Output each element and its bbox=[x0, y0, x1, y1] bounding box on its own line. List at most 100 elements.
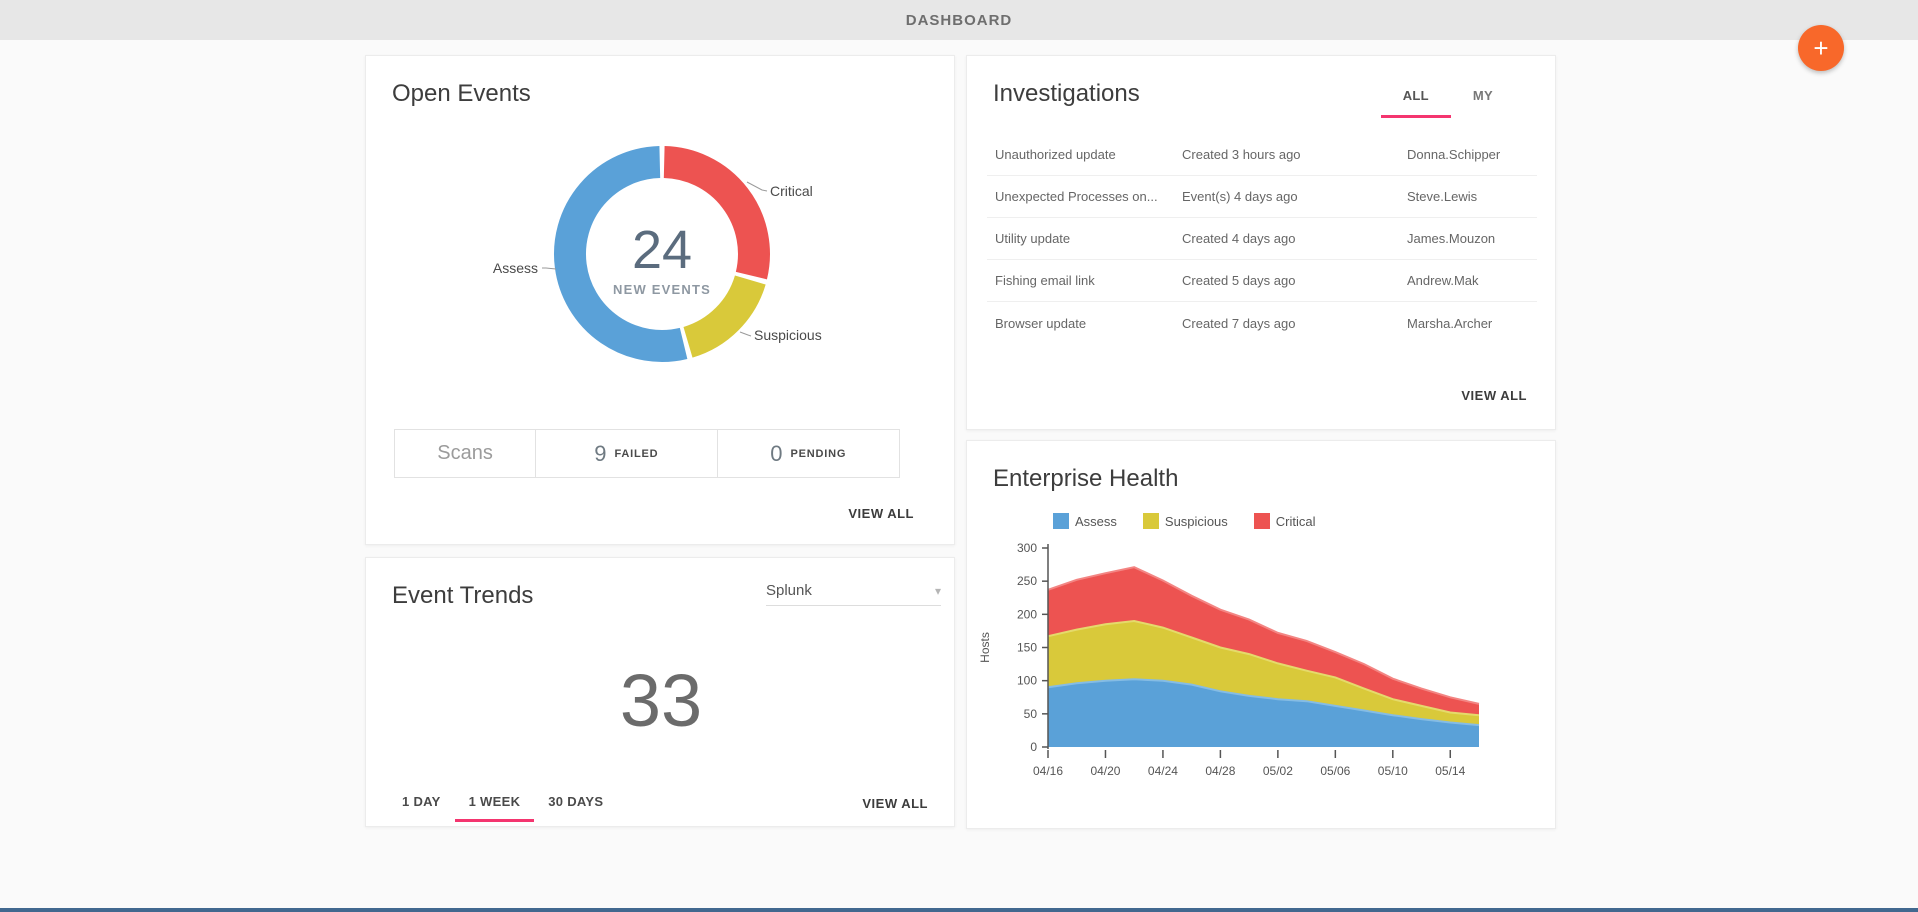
investigation-name: Unexpected Processes on... bbox=[995, 189, 1158, 204]
chevron-down-icon: ▾ bbox=[934, 583, 941, 598]
top-header-bar: DASHBOARD bbox=[0, 0, 1918, 40]
area-series-edge bbox=[1047, 566, 1480, 705]
x-axis-tick-label: 05/14 bbox=[1435, 764, 1465, 778]
open-events-donut-chart: Critical Suspicious Assess 24 NEW EVENTS bbox=[493, 146, 822, 362]
investigation-owner: Steve.Lewis bbox=[1407, 189, 1478, 204]
legend-item-assess[interactable]: Assess bbox=[1053, 513, 1117, 529]
table-row[interactable]: Utility update Created 4 days ago James.Mo… bbox=[987, 218, 1537, 260]
scans-failed-label: FAILED bbox=[614, 447, 659, 460]
investigation-owner: Marsha.Archer bbox=[1407, 315, 1493, 331]
table-row[interactable]: Unexpected Processes on... Event(s) 4 day… bbox=[987, 176, 1537, 218]
investigation-name: Browser update bbox=[995, 315, 1087, 331]
area-series-edge bbox=[1047, 619, 1480, 717]
event-trends-count: 33 bbox=[619, 659, 703, 742]
open-events-view-all-link[interactable]: VIEW ALL bbox=[848, 506, 914, 521]
scans-label-cell[interactable]: Scans bbox=[395, 430, 537, 477]
tab-1-week[interactable]: 1 WEEK bbox=[454, 788, 535, 822]
y-axis-title: Hosts bbox=[978, 632, 992, 663]
health-chart-legend: Assess Suspicious Critical bbox=[1053, 513, 1342, 529]
x-axis-tick-label: 04/28 bbox=[1205, 764, 1235, 778]
x-axis-tick-label: 04/20 bbox=[1090, 764, 1120, 778]
investigation-owner: Andrew.Mak bbox=[1407, 273, 1479, 288]
open-events-title: Open Events bbox=[392, 80, 531, 107]
source-select-value: Splunk bbox=[766, 582, 812, 599]
investigation-time: Created 5 days ago bbox=[1182, 273, 1296, 288]
x-axis-tick-label: 05/06 bbox=[1320, 764, 1350, 778]
event-trends-view-all-link[interactable]: VIEW ALL bbox=[862, 796, 928, 811]
enterprise-health-title: Enterprise Health bbox=[993, 465, 1179, 492]
add-button[interactable]: + bbox=[1798, 25, 1844, 71]
scans-label: Scans bbox=[437, 442, 493, 464]
y-axis-tick-label: 200 bbox=[1017, 607, 1037, 621]
event-trends-title: Event Trends bbox=[392, 582, 534, 609]
scans-failed-cell[interactable]: 9 FAILED bbox=[536, 430, 718, 477]
event-trends-card: Event Trends Splunk ▾ 33 1 DAY 1 WEEK 30… bbox=[365, 557, 955, 827]
investigation-time: Created 4 days ago bbox=[1182, 231, 1296, 246]
x-axis-tick-label: 05/10 bbox=[1378, 764, 1408, 778]
x-axis-tick-label: 04/24 bbox=[1148, 764, 1178, 778]
donut-label-line bbox=[542, 267, 557, 270]
scans-pending-label: PENDING bbox=[790, 447, 847, 460]
donut-segment-label: Suspicious bbox=[754, 327, 822, 343]
scans-pending-cell[interactable]: 0 PENDING bbox=[718, 430, 899, 477]
legend-label: Assess bbox=[1075, 513, 1117, 529]
investigation-name: Utility update bbox=[995, 231, 1071, 246]
investigation-time: Created 7 days ago bbox=[1182, 315, 1296, 331]
scans-failed-count: 9 bbox=[594, 440, 607, 466]
investigation-time: Created 3 hours ago bbox=[1182, 147, 1301, 162]
event-trends-range-tabs: 1 DAY 1 WEEK 30 DAYS bbox=[388, 788, 617, 822]
tab-all[interactable]: ALL bbox=[1380, 82, 1451, 118]
legend-swatch-icon bbox=[1053, 513, 1069, 529]
plus-icon: + bbox=[1813, 32, 1829, 63]
investigations-tabs: ALL MY bbox=[1380, 82, 1515, 118]
legend-item-critical[interactable]: Critical bbox=[1253, 513, 1316, 529]
investigation-time: Event(s) 4 days ago bbox=[1182, 189, 1298, 204]
y-axis-tick-label: 0 bbox=[1030, 740, 1037, 754]
legend-swatch-icon bbox=[1142, 513, 1159, 529]
tab-30-days[interactable]: 30 DAYS bbox=[548, 794, 604, 809]
enterprise-health-card: Enterprise Health Assess Suspicious Critic… bbox=[966, 440, 1556, 829]
y-axis-tick-label: 250 bbox=[1017, 574, 1037, 588]
donut-segment-label: Critical bbox=[770, 183, 813, 199]
area-series-assess bbox=[1048, 679, 1479, 747]
source-select[interactable]: Splunk ▾ bbox=[766, 576, 941, 606]
investigation-name: Fishing email link bbox=[995, 273, 1095, 288]
investigations-table: Unauthorized update Created 3 hours ago Do… bbox=[987, 134, 1537, 344]
tab-my[interactable]: MY bbox=[1472, 88, 1493, 103]
legend-item-suspicious[interactable]: Suspicious bbox=[1142, 513, 1228, 529]
table-row[interactable]: Browser update Created 7 days ago Marsha.A… bbox=[987, 302, 1537, 344]
area-series-edge bbox=[1047, 678, 1480, 727]
scans-summary-row: Scans 9 FAILED 0 PENDING bbox=[394, 429, 900, 478]
donut-label-line bbox=[739, 331, 752, 337]
y-axis-tick-label: 150 bbox=[1017, 641, 1037, 655]
donut-label-line bbox=[746, 181, 768, 192]
donut-segment-suspicious[interactable] bbox=[682, 274, 766, 358]
scans-pending-count: 0 bbox=[770, 440, 783, 466]
investigations-view-all-link[interactable]: VIEW ALL bbox=[1461, 388, 1527, 403]
legend-label: Critical bbox=[1275, 513, 1316, 529]
investigation-owner: James.Mouzon bbox=[1407, 231, 1496, 246]
open-events-card: Open Events Critical Suspicious Assess 24 NE… bbox=[365, 55, 955, 545]
y-axis-tick-label: 300 bbox=[1017, 541, 1037, 555]
window-bottom-edge bbox=[0, 908, 1918, 912]
legend-swatch-icon bbox=[1253, 513, 1270, 529]
investigation-name: Unauthorized update bbox=[995, 147, 1116, 162]
table-row[interactable]: Fishing email link Created 5 days ago Andr… bbox=[987, 260, 1537, 302]
donut-segment-critical[interactable] bbox=[663, 146, 770, 280]
donut-center-value: 24 bbox=[632, 220, 692, 280]
investigations-card: Investigations ALL MY Unauthorized updat… bbox=[966, 55, 1556, 430]
tab-1-day[interactable]: 1 DAY bbox=[402, 794, 441, 809]
table-row[interactable]: Unauthorized update Created 3 hours ago Do… bbox=[987, 134, 1537, 176]
legend-label: Suspicious bbox=[1164, 513, 1228, 529]
x-axis-tick-label: 05/02 bbox=[1263, 764, 1293, 778]
investigation-owner: Donna.Schipper bbox=[1407, 147, 1501, 162]
page-title: DASHBOARD bbox=[905, 11, 1013, 29]
y-axis-tick-label: 100 bbox=[1017, 674, 1037, 688]
y-axis-tick-label: 50 bbox=[1024, 707, 1038, 721]
investigations-title: Investigations bbox=[993, 80, 1140, 107]
enterprise-health-area-chart: 0 50 100 150 200 250 300 Hosts 04/16 04/20 04/24 04… bbox=[978, 541, 1480, 778]
x-axis-tick-label: 04/16 bbox=[1033, 764, 1063, 778]
donut-segment-assess[interactable] bbox=[554, 146, 688, 362]
donut-segment-label: Assess bbox=[493, 260, 538, 276]
donut-center-label: NEW EVENTS bbox=[613, 282, 711, 297]
